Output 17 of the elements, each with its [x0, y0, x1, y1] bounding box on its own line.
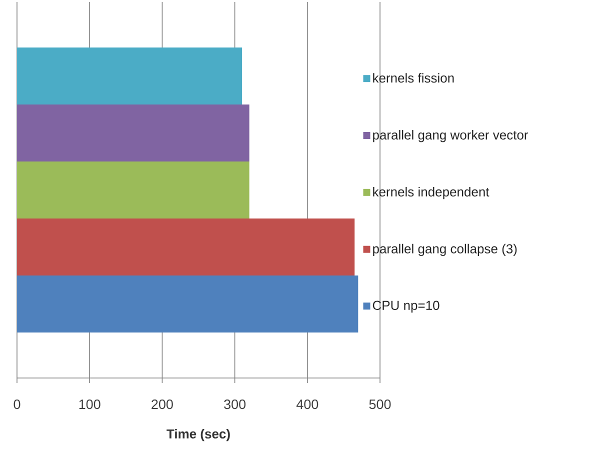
x-tick-label: 100 [79, 400, 100, 410]
legend-label: kernels independent [373, 186, 490, 200]
x-tick-label: 0 [14, 400, 20, 410]
legend-label: CPU np=10 [372, 300, 440, 313]
x-tick-label: 400 [296, 400, 318, 410]
bar [17, 161, 250, 218]
bar [17, 275, 358, 332]
x-tick-label: 300 [224, 400, 246, 410]
legend-label: parallel gang worker vector [373, 130, 528, 142]
bar [17, 47, 242, 104]
x-tick-label: 500 [369, 400, 391, 410]
legend-label: parallel gang collapse (3) [373, 244, 517, 256]
x-axis-title: Time (sec) [166, 428, 230, 442]
bar [17, 104, 250, 162]
legend-label: kernels fission [373, 73, 454, 83]
x-tick-label: 200 [152, 400, 173, 410]
bar [17, 218, 355, 276]
